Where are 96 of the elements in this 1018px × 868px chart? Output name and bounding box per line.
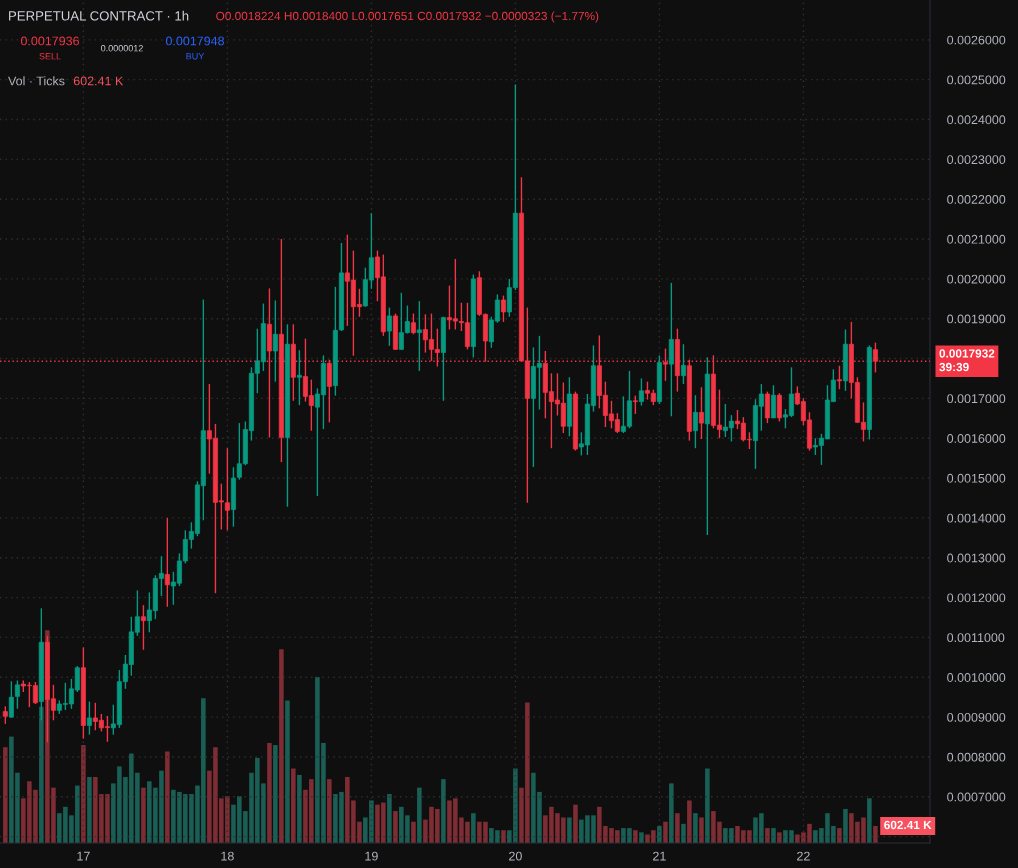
y-tick-label: 0.0025000 [947, 75, 1006, 85]
bar [327, 779, 332, 843]
bar [873, 825, 878, 843]
bar [777, 832, 782, 843]
bar [567, 817, 572, 843]
bar [273, 745, 278, 843]
bar [669, 783, 674, 843]
bar [687, 800, 692, 843]
bar [843, 808, 848, 843]
bar [417, 787, 422, 843]
bar [573, 804, 578, 843]
bar [639, 832, 644, 843]
bar [681, 823, 686, 843]
y-tick-label: 0.0015000 [947, 473, 1006, 483]
ref-line-label: 0.0017932 39:39 [939, 349, 995, 372]
candlestick [836, 365, 842, 390]
bar [837, 828, 842, 843]
bar [663, 821, 668, 843]
candlestick [692, 394, 698, 449]
bar [675, 813, 680, 843]
y-tick-label: 0.0013000 [947, 553, 1006, 563]
candlestick [8, 680, 14, 719]
candlestick [698, 386, 704, 440]
text: O0.0018224 H0.0018400 L0.0017651 C0.0017932 −0.0000323 (−1.77%) [216, 11, 599, 23]
bar [411, 821, 416, 843]
bar [693, 813, 698, 843]
y-tick-label: 0.0014000 [947, 513, 1006, 523]
x-tick-label: 22 [797, 851, 810, 861]
bar [393, 811, 398, 843]
candlestick [86, 700, 92, 736]
bar [279, 649, 284, 843]
bar [633, 830, 638, 843]
y-tick-label: 0.0022000 [947, 195, 1006, 204]
annotation: 0.0000012 [101, 45, 143, 52]
y-tick-label: 0.0008000 [947, 752, 1006, 762]
bar [705, 768, 710, 843]
y-tick-label: 0.0023000 [947, 155, 1006, 165]
bar [765, 828, 770, 843]
candlestick [680, 343, 686, 385]
bar [387, 794, 392, 843]
candlestick [416, 300, 422, 372]
x-tick-label: 20 [509, 851, 522, 861]
y-tick-label: 0.0007000 [947, 792, 1006, 802]
bar [867, 798, 872, 843]
candlestick [140, 604, 146, 651]
bar [165, 751, 170, 843]
bar [657, 825, 662, 843]
candlestick [500, 294, 506, 323]
candlestick [14, 679, 20, 710]
candlestick [770, 384, 776, 419]
candlestick [410, 312, 416, 335]
bar [267, 742, 272, 843]
bar [87, 777, 92, 843]
bar [81, 745, 86, 843]
candlestick [632, 394, 638, 415]
candlestick [764, 390, 770, 424]
annotation: BUY [186, 53, 205, 60]
y-tick-label: 0.0010000 [947, 673, 1006, 682]
candlestick [164, 517, 170, 608]
bar [501, 830, 506, 843]
y-tick-label: 0.0020000 [947, 274, 1006, 284]
annotation: SELL [39, 53, 61, 60]
candlestick [386, 306, 392, 347]
y-tick-label: 0.0024000 [947, 115, 1006, 125]
bar [3, 747, 8, 843]
annotation: 0.0017948 [165, 36, 224, 46]
bar [291, 768, 296, 843]
candlestick [272, 299, 278, 383]
annotation: 602.41 K [884, 820, 932, 830]
y-tick-label: 0.0021000 [947, 234, 1006, 244]
bar [39, 706, 44, 843]
bar [771, 828, 776, 843]
y-tick-label: 0.0011000 [947, 633, 1005, 643]
y-tick-label: 0.0009000 [947, 712, 1006, 722]
chart-title: Vol · Ticks [8, 76, 65, 86]
bar [141, 787, 146, 843]
bar [471, 813, 476, 843]
text: PERPETUAL CONTRACT · 1h [9, 10, 189, 21]
bar [285, 700, 290, 843]
bar [699, 817, 704, 843]
x-tick-label: 18 [221, 851, 234, 861]
candlestick [776, 392, 782, 423]
bar [297, 774, 302, 843]
y-tick-label: 0.0017000 [947, 394, 1006, 404]
bar [441, 779, 446, 843]
x-tick-label: 19 [365, 851, 378, 861]
x-tick-label: 17 [77, 851, 90, 861]
y-tick-label: 0.0026000 [947, 35, 1006, 45]
candlestick [296, 349, 302, 406]
annotation: 0.0017936 [20, 36, 79, 46]
y-tick-label: 0.0016000 [947, 434, 1006, 443]
candlestick [638, 377, 644, 407]
y-tick-label: 0.0019000 [947, 314, 1006, 324]
y-tick-label: 0.0012000 [947, 593, 1006, 603]
x-tick-label: 21 [653, 851, 666, 861]
annotation: 602.41 K [73, 76, 124, 86]
